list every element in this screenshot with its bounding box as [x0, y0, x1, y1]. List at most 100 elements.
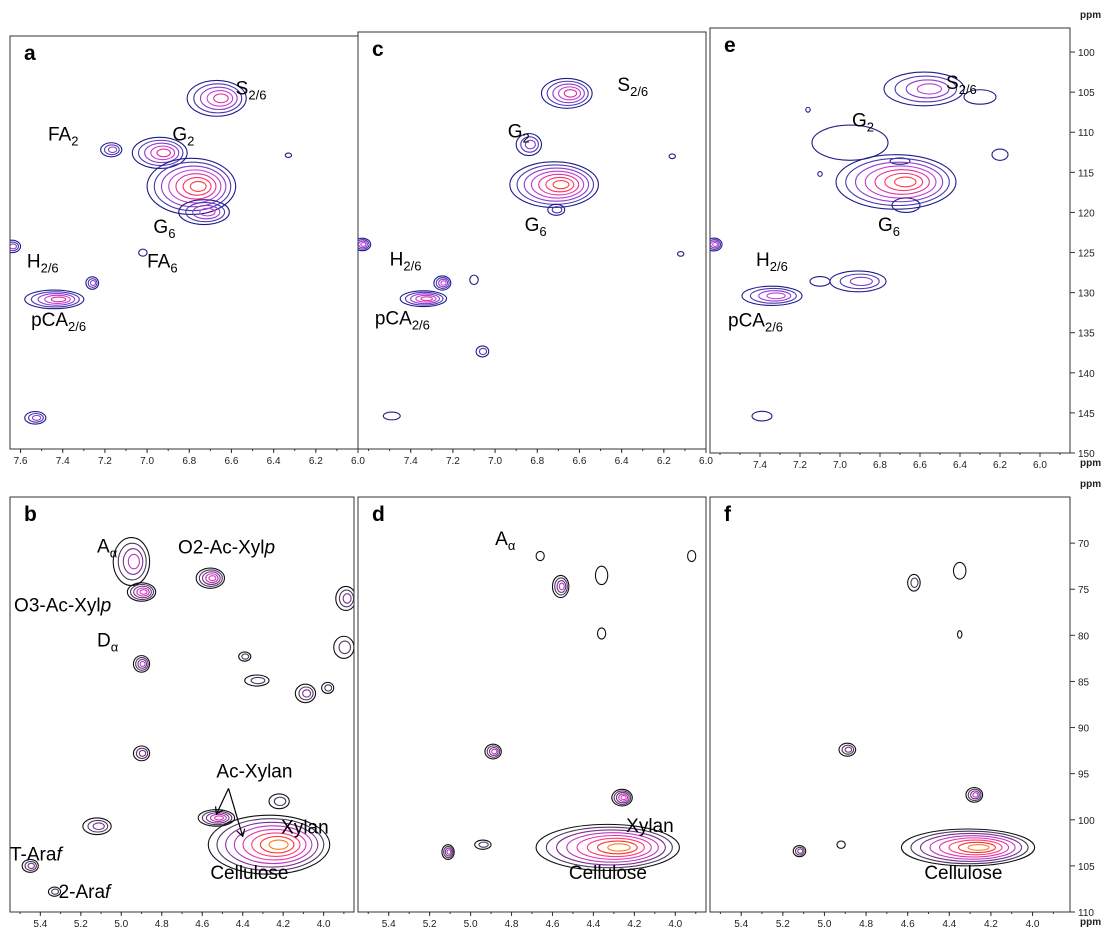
- contour-line: [415, 294, 437, 303]
- y-tick-label: 145: [1078, 409, 1095, 420]
- peak-labels: Aα O2-Ac-Xylp O3-Ac-Xylp Dα Ac-Xylan Xylan T-A…: [10, 536, 329, 903]
- peak: [515, 132, 543, 157]
- peak-label: Dα: [97, 630, 119, 654]
- contour-line: [540, 77, 593, 109]
- contour-line: [805, 106, 811, 113]
- x-tick-label: 7.0: [833, 460, 847, 471]
- peak: [82, 817, 112, 836]
- peak-label: T-Araf: [10, 844, 63, 865]
- contour-line: [546, 80, 589, 107]
- contour-line: [10, 239, 22, 254]
- contour-line: [894, 75, 958, 103]
- peak: [676, 250, 685, 257]
- peak: [244, 674, 270, 687]
- peak-g6: [547, 203, 566, 216]
- contour-line: [103, 144, 120, 156]
- contour-line: [446, 849, 452, 855]
- arrow-line: [227, 788, 244, 837]
- peak-labels: S2/6 G2 G6 H2/6 pCA2/6: [728, 73, 977, 334]
- peak-label: G2: [852, 111, 874, 135]
- peak-label: FA6: [147, 251, 177, 275]
- panel-frame: [709, 496, 1071, 913]
- x-tick-label: 6.0: [1033, 460, 1047, 471]
- contour-line: [484, 743, 502, 760]
- contour-line: [302, 689, 312, 698]
- peak-g2: [811, 124, 889, 161]
- x-axis: 5.4 5.2 5.0 4.8 4.6 4.4 4.2 4.0: [367, 912, 697, 930]
- contour-line: [233, 825, 313, 865]
- contour-line: [845, 157, 950, 207]
- contour-line: [594, 565, 609, 586]
- contour-line: [710, 239, 722, 250]
- arrow-head: [236, 828, 246, 838]
- arrow-head: [214, 806, 224, 816]
- contour-line: [838, 742, 857, 757]
- x-tick-label: 6.0: [699, 456, 713, 467]
- peak: [956, 630, 963, 639]
- contour-line: [551, 574, 570, 599]
- contour-line: [250, 676, 266, 685]
- contour-line: [509, 161, 599, 209]
- contour-line: [201, 571, 221, 586]
- peak-label: H2/6: [27, 251, 59, 275]
- contour-line: [469, 274, 479, 286]
- contour-line: [225, 821, 319, 868]
- panel-letter: e: [724, 34, 736, 57]
- contour-line: [92, 822, 105, 831]
- contour-line: [31, 414, 42, 421]
- contour-line: [972, 792, 979, 798]
- x-axis: 5.4 5.2 5.0 4.8 4.6 4.4 4.2 4.0: [19, 912, 345, 930]
- peak: [284, 152, 293, 158]
- contour-line: [811, 124, 889, 161]
- peak: [836, 840, 846, 849]
- x-tick-label: 5.4: [382, 919, 396, 930]
- peak: [907, 573, 921, 592]
- peak-label: Ac-Xylan: [216, 761, 292, 782]
- contour-line: [929, 835, 1016, 860]
- arrow-line: [215, 788, 230, 815]
- peak-label: G6: [878, 215, 900, 239]
- contour-line: [136, 587, 150, 597]
- peak: [100, 142, 123, 158]
- peak-pca2-6: [24, 289, 85, 310]
- peak: [710, 237, 723, 252]
- peak-g6: [891, 197, 921, 213]
- contour-line: [138, 749, 147, 757]
- y-tick-label: 110: [1078, 908, 1094, 919]
- peak-labels: Aα Xylan Cellulose: [495, 529, 674, 884]
- peak: [952, 561, 967, 580]
- panel-a: 7.6 7.4 7.2 7.0 6.8 6.6 6.4 6.2 6.0 a S2/6 FA2 G2 G6 H…: [9, 35, 365, 467]
- peak: [889, 157, 911, 165]
- x-tick-label: 6.0: [351, 456, 365, 467]
- panel-frame: [357, 496, 707, 913]
- peak-label: S2/6: [946, 73, 977, 97]
- contour-line: [874, 169, 930, 195]
- contour-line: [342, 593, 352, 604]
- contour-peaks: [441, 549, 697, 872]
- panel-d: 5.4 5.2 5.0 4.8 4.6 4.4 4.2 4.0 d Aα Xylan Cellulos…: [357, 496, 707, 930]
- contour-line: [766, 292, 786, 300]
- contour-line: [193, 83, 243, 114]
- contour-line: [545, 826, 673, 869]
- peak: [195, 567, 226, 589]
- peak-label: H2/6: [390, 250, 422, 274]
- peak-g6: [178, 199, 230, 226]
- x-tick-label: 4.2: [276, 919, 290, 930]
- contour-line: [835, 154, 957, 210]
- y-tick-label: 85: [1078, 677, 1090, 688]
- contour-line: [552, 180, 570, 190]
- contour-line: [710, 240, 720, 249]
- x-tick-label: 4.4: [586, 919, 600, 930]
- contour-line: [967, 788, 982, 802]
- peak: [433, 275, 452, 291]
- contour-line: [520, 136, 539, 153]
- peak-s2-6: [186, 79, 247, 117]
- contour-line: [576, 834, 652, 860]
- contour-line: [241, 653, 250, 660]
- peak-label: S2/6: [236, 78, 267, 102]
- contour-line: [338, 589, 354, 608]
- contour-line: [884, 172, 924, 192]
- contour-line: [566, 832, 659, 863]
- contour-line: [160, 165, 227, 208]
- peak: [484, 743, 502, 760]
